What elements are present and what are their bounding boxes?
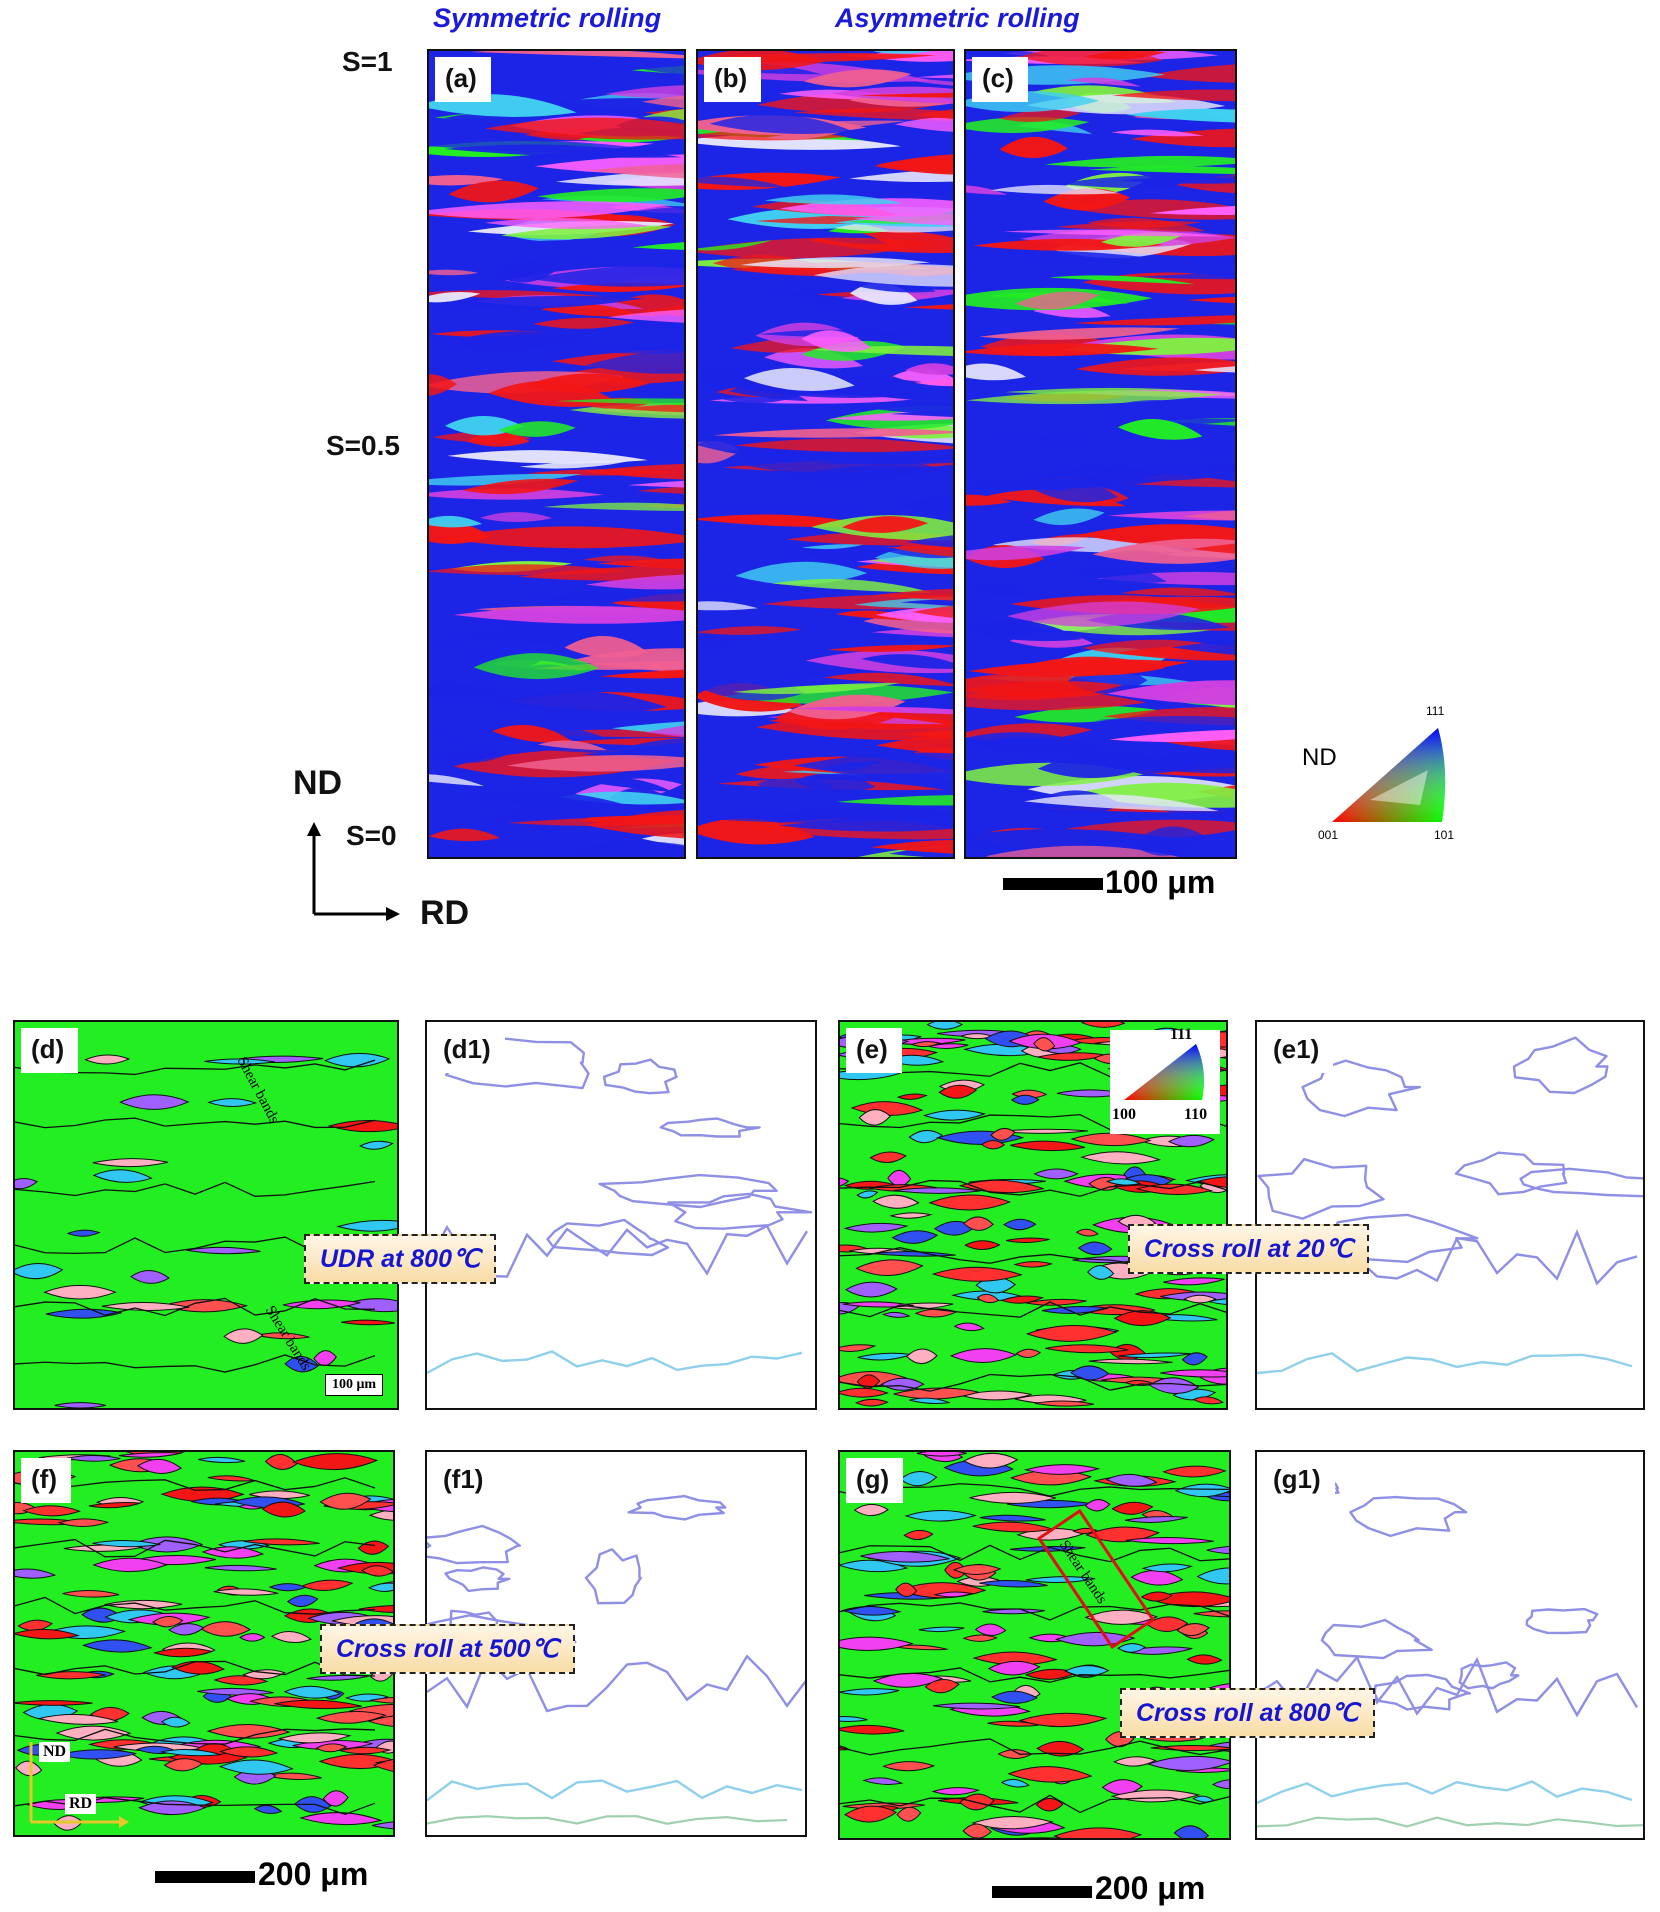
scale-bar-bottom-right	[992, 1886, 1092, 1898]
nd-rd-axes: ND RD	[290, 764, 469, 944]
callout-cross-roll-20: Cross roll at 20℃	[1128, 1224, 1369, 1274]
contour-map-e1: (e1)	[1255, 1020, 1645, 1410]
scale-bar-bottom-right-label: 200 μm	[1095, 1870, 1206, 1906]
panel-d-scale-bar: 100 μm	[325, 1374, 384, 1396]
s-label-mid: S=0.5	[326, 430, 400, 461]
ebsd-map-f: (f) ND RD	[13, 1450, 395, 1837]
callout-cross-roll-500: Cross roll at 500℃	[320, 1624, 575, 1674]
ipf-legend-111: 111	[1426, 704, 1445, 718]
panel-label-g: (g)	[846, 1458, 904, 1503]
nd-axis-label: ND	[293, 764, 343, 802]
asymmetric-rolling-header: Asymmetric rolling	[835, 3, 1080, 33]
callout-udr-800: UDR at 800℃	[304, 1234, 497, 1284]
ebsd-map-b: (b)	[696, 49, 955, 859]
ipf-legend-101: 101	[1434, 828, 1455, 842]
ebsd-map-g: (g) Shear bands	[838, 1450, 1231, 1840]
panel-label-a: (a)	[435, 57, 491, 102]
ebsd-map-c: (c)	[964, 49, 1237, 859]
panel-label-f: (f)	[21, 1458, 71, 1503]
panel-label-d: (d)	[21, 1028, 79, 1073]
panel-f-nd: ND	[39, 1742, 71, 1762]
panel-label-e: (e)	[846, 1028, 902, 1073]
contour-map-g1: (g1)	[1255, 1450, 1645, 1840]
panel-f-axes: ND RD	[23, 1734, 133, 1834]
scale-bar-top-label: 100 μm	[1105, 864, 1216, 900]
ebsd-map-a: (a)	[427, 49, 686, 859]
ipf-e-100: 100	[1112, 1106, 1136, 1123]
ipf-legend-nd: ND	[1302, 744, 1337, 771]
panel-f-rd: RD	[65, 1794, 97, 1814]
scale-bar-bottom-left-label: 200 μm	[258, 1856, 369, 1892]
panel-label-b: (b)	[704, 57, 762, 102]
panel-label-e1: (e1)	[1263, 1028, 1334, 1073]
ipf-e-110: 110	[1184, 1106, 1208, 1123]
ipf-legend-top: ND 111 001 101	[1302, 700, 1470, 850]
rd-axis-label: RD	[420, 894, 470, 932]
callout-cross-roll-800: Cross roll at 800℃	[1120, 1688, 1375, 1738]
s-label-bottom: S=0	[346, 820, 397, 851]
panel-label-f1: (f1)	[433, 1458, 498, 1503]
panel-label-g1: (g1)	[1263, 1458, 1335, 1503]
symmetric-rolling-header: Symmetric rolling	[433, 3, 662, 33]
panel-label-d1: (d1)	[433, 1028, 505, 1073]
contour-map-d1: (d1)	[425, 1020, 817, 1410]
ebsd-map-e: (e) 111 100 110	[838, 1020, 1228, 1410]
ipf-e-111: 111	[1170, 1026, 1193, 1043]
ipf-legend-001: 001	[1318, 828, 1339, 842]
contour-map-f1: (f1)	[425, 1450, 807, 1837]
s-label-top: S=1	[342, 46, 393, 77]
ebsd-map-d: (d) Shear bands Shear bands 100 μm	[13, 1020, 399, 1410]
scale-bar-bottom-left	[155, 1871, 255, 1883]
panel-label-c: (c)	[972, 57, 1028, 102]
scale-bar-top	[1003, 878, 1103, 890]
ipf-legend-e: 111 100 110	[1110, 1026, 1220, 1134]
